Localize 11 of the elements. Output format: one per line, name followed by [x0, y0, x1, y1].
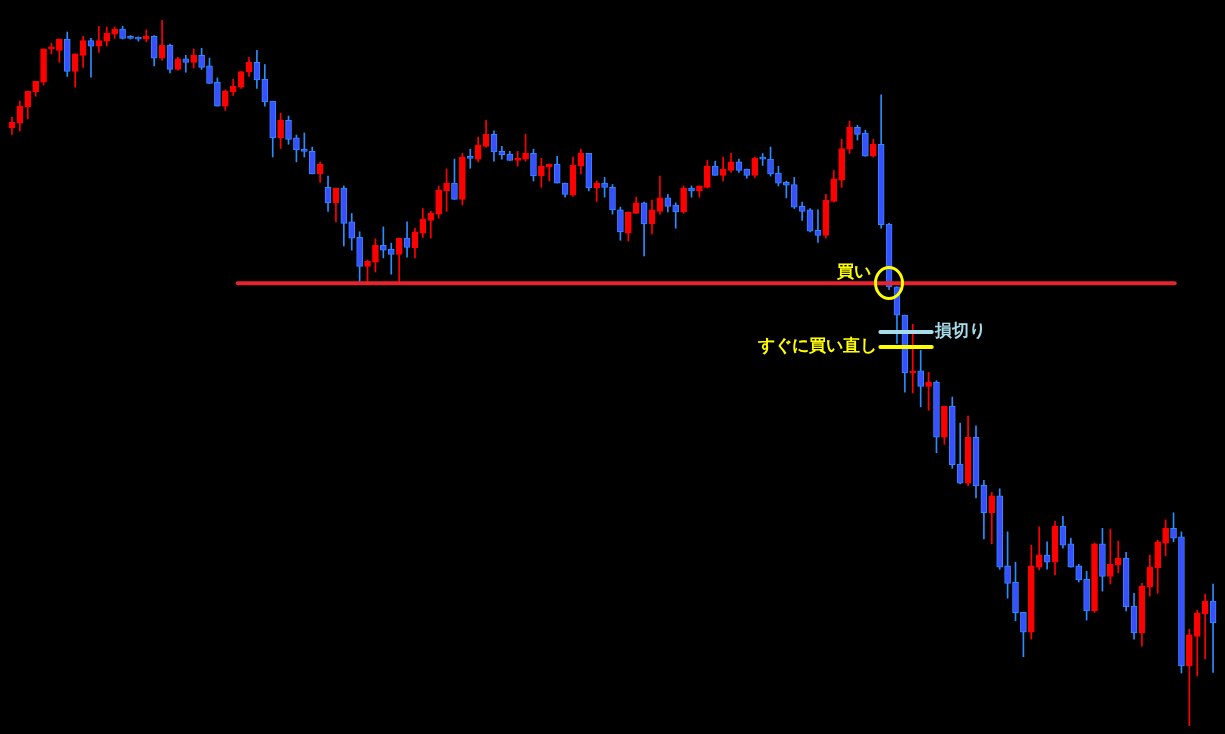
- candlestick: [1114, 540, 1122, 574]
- candlestick: [387, 242, 395, 275]
- ref-line-label: 損切り: [933, 320, 986, 341]
- candlestick: [1106, 528, 1114, 585]
- candlestick: [466, 148, 474, 169]
- ref-line-label: すぐに買い直し: [757, 335, 878, 356]
- candlestick: [182, 54, 190, 73]
- candlestick: [514, 150, 522, 167]
- candlestick: [814, 209, 822, 243]
- ref-line-label: 買い: [836, 260, 872, 281]
- candlestick: [300, 132, 308, 158]
